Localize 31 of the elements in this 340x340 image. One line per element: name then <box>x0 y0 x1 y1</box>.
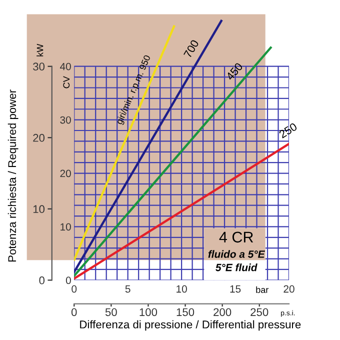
x-tick-label: 10 <box>176 285 187 293</box>
y2-tick-label: 10 <box>33 205 45 214</box>
text: 700 <box>183 39 200 58</box>
text: 250 <box>278 122 298 138</box>
y-tick-label: 0 <box>66 276 71 284</box>
x2-tick-label: 200 <box>214 308 232 316</box>
x-tick-label: 0 <box>72 285 77 293</box>
text: CV <box>63 76 70 88</box>
x2-tick-label: 100 <box>140 308 158 316</box>
x2-tick-label: 50 <box>105 308 117 316</box>
y2-tick-label: 20 <box>33 134 45 142</box>
text: kW <box>36 44 44 56</box>
y2-axis-title: Potenza richiesta / Required power <box>8 90 18 262</box>
x2-tick-label: 0 <box>71 308 77 316</box>
x2-tick-label: 250 <box>250 308 268 316</box>
text: bar <box>256 286 269 293</box>
x-tick-label: 20 <box>284 285 294 293</box>
y-tick-label: 20 <box>60 170 71 178</box>
x-tick-label: 5 <box>125 285 130 293</box>
x-tick-label: 15 <box>230 285 241 293</box>
y2-tick-label: 0 <box>39 276 45 284</box>
x-axis-title: Differenza di pressione / Differential pressure <box>80 320 301 331</box>
y-tick-label: 30 <box>60 116 71 124</box>
y-tick-label: 40 <box>60 62 71 70</box>
x2-tick-label: 150 <box>176 308 194 316</box>
annotation: 4 CR <box>219 232 254 243</box>
y-tick-label: 10 <box>60 223 71 231</box>
text: 450 <box>226 62 244 81</box>
annotation: fluido a 5°E <box>208 250 266 258</box>
y2-tick-label: 30 <box>33 62 45 71</box>
annotation: 5°E fluid <box>216 264 258 272</box>
